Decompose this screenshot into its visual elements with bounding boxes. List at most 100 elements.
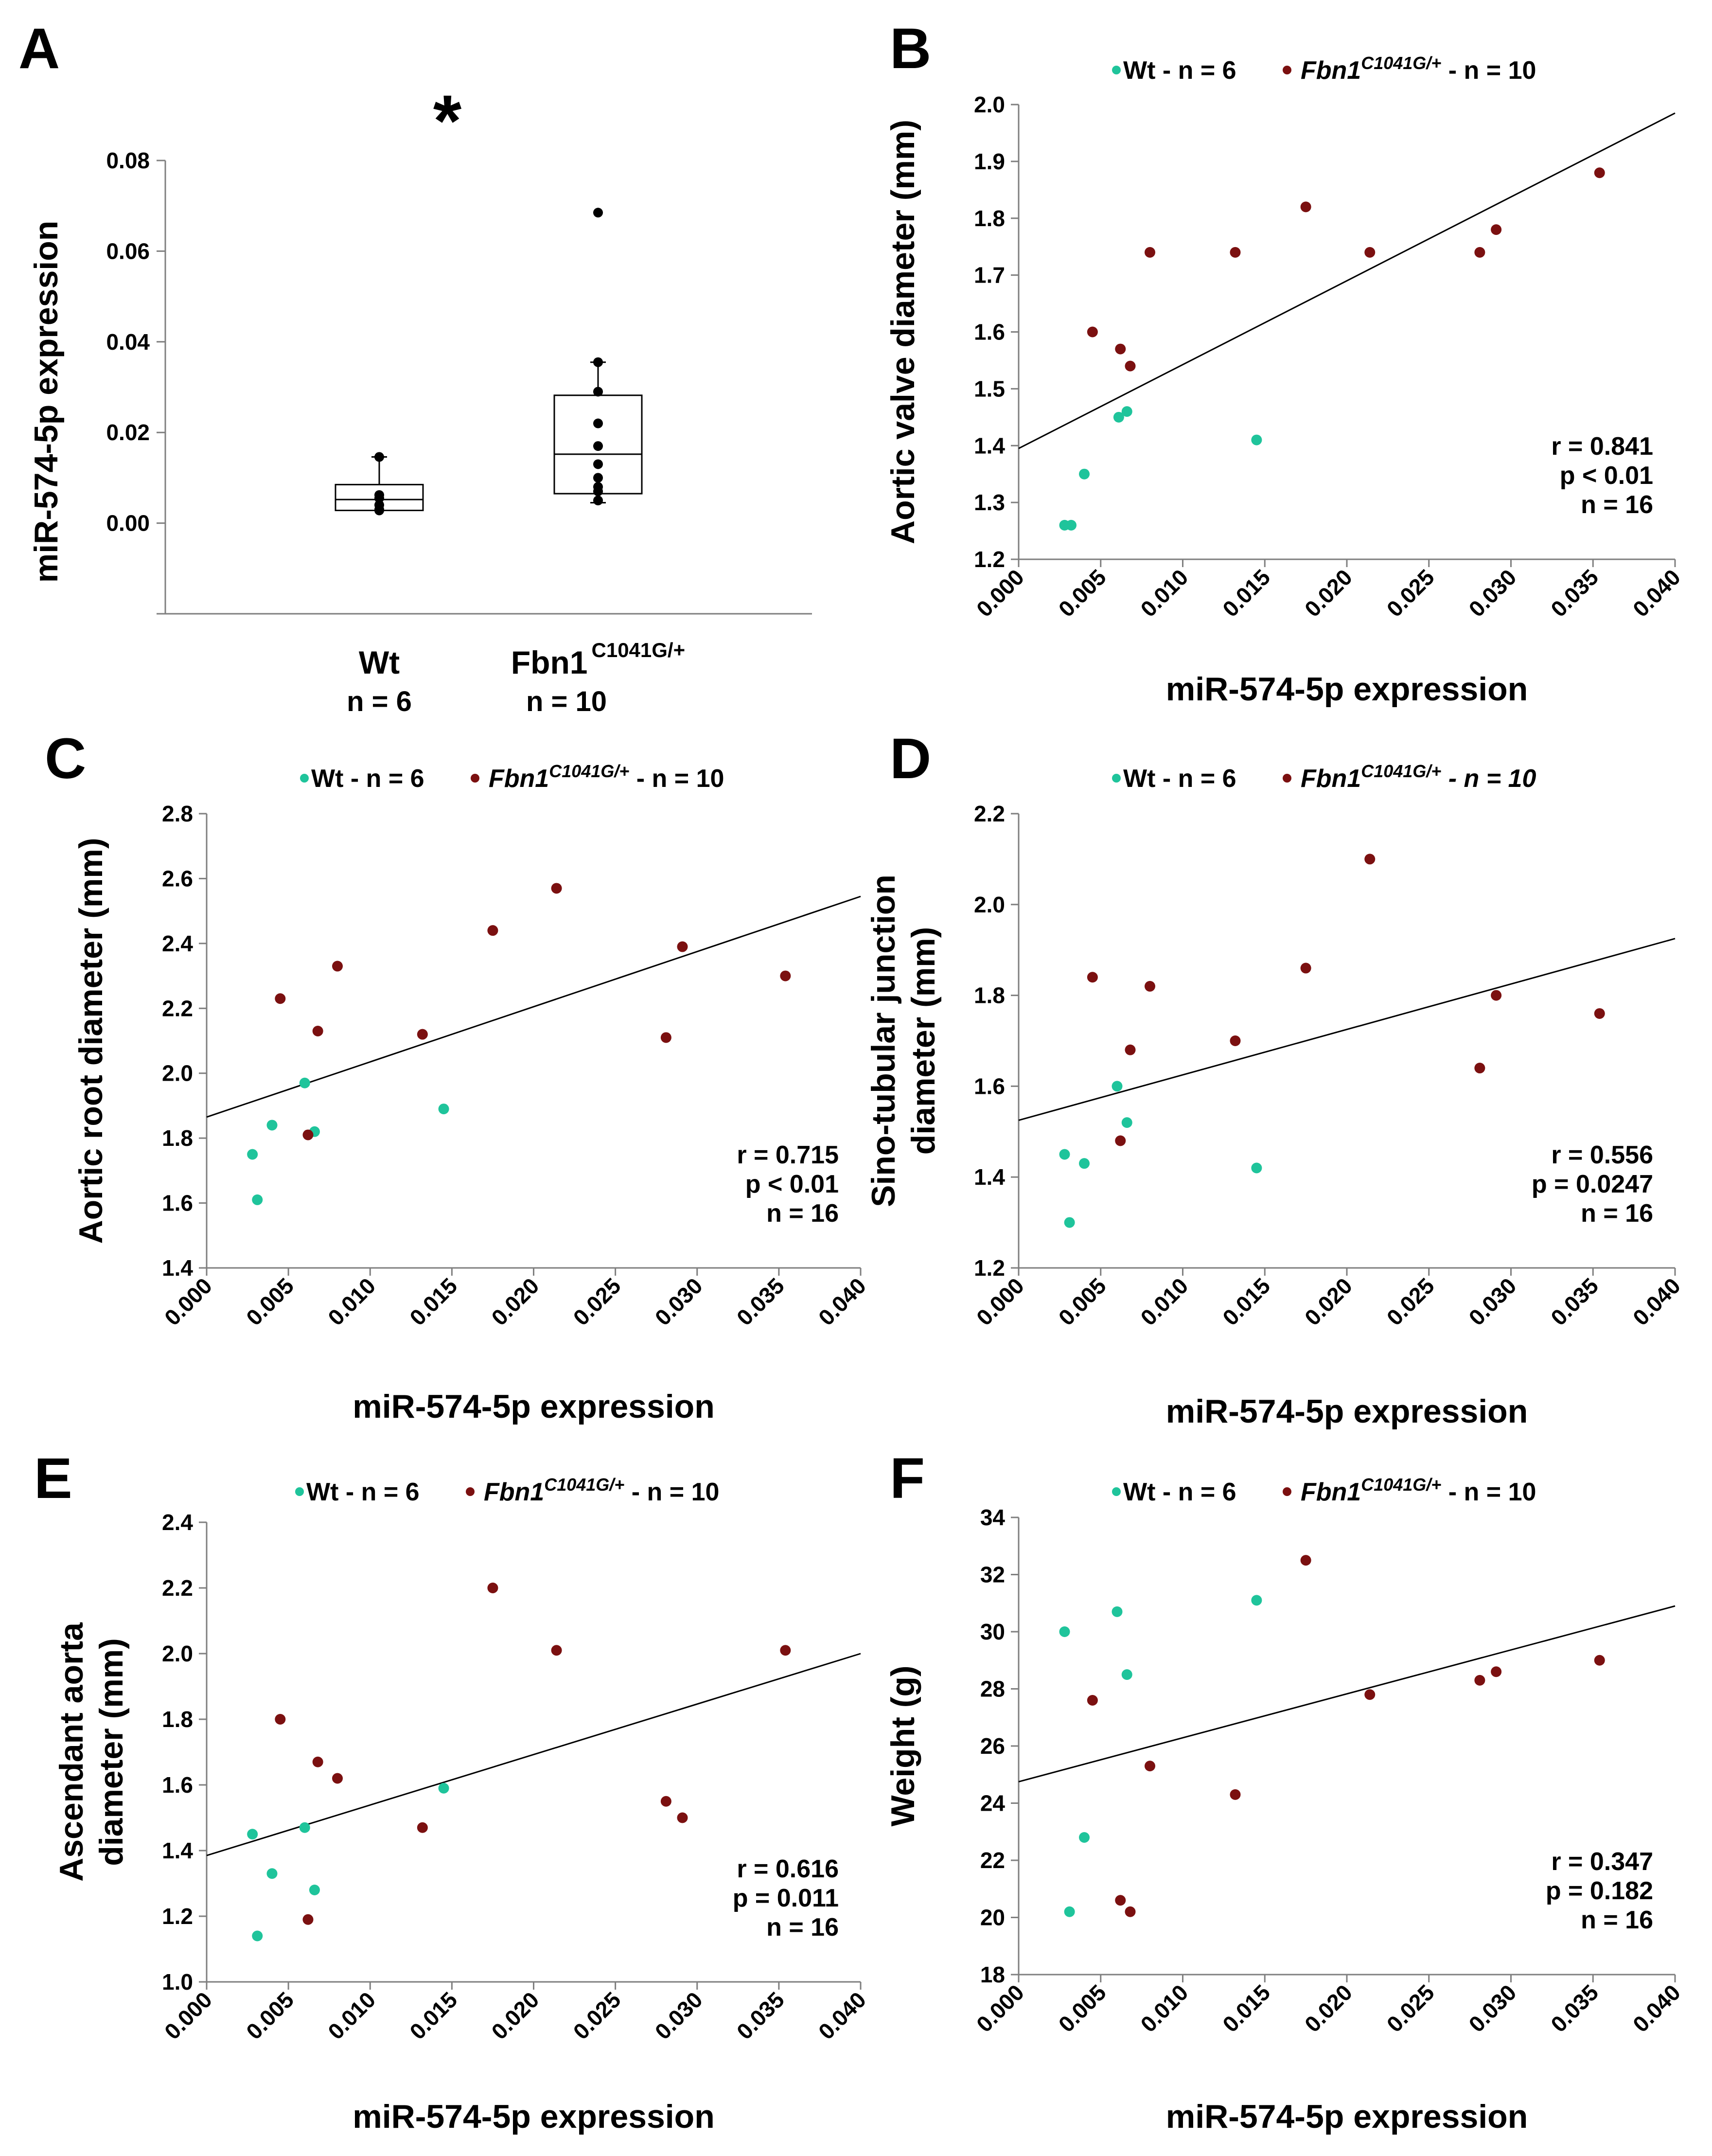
data-point [1145,1761,1155,1772]
stat-line: r = 0.841 [1551,432,1653,461]
y-axis-title: Aortic valve diameter (mm) [884,120,921,544]
x-tick-label: 0.010 [1135,564,1193,622]
legend-label-fbn1: Fbn1C1041G/+ - n = 10 [1301,761,1536,793]
x-axis-title: miR-574-5p expression [353,2098,715,2135]
legend-label-fbn1: Fbn1C1041G/+ - n = 10 [1301,53,1536,85]
data-point [1059,1626,1070,1637]
data-point [1300,201,1311,213]
y-axis-title: Aortic root diameter (mm) [72,838,109,1244]
data-point [1064,1217,1075,1228]
y-tick-label: 1.9 [974,149,1005,174]
legend-marker-fbn1 [466,1487,475,1496]
y-tick-label: 1.2 [162,1904,193,1929]
y-tick-label: 32 [980,1562,1005,1587]
x-tick-label: 0.015 [1218,1979,1275,2037]
x-tick-label: 0.005 [1054,1979,1111,2037]
x-tick-label: 0.035 [1546,1979,1603,2037]
series-fbn1 [1087,1555,1605,1917]
data-point [302,1129,314,1140]
panel-letter: C [45,727,86,791]
panel-b: B 1.2 1.3 1.4 1.5 1.6 1.7 1.8 1.9 2.0 0.000 0.005 0.… [884,17,1685,708]
data-point [1474,247,1485,258]
y-tick-label: 2.8 [162,801,193,826]
x-tick-label: 0.010 [1135,1979,1193,2037]
x-tick-label: 0.035 [1546,564,1603,622]
data-point [1474,1675,1485,1686]
data-point [487,925,498,936]
data-point [417,1822,428,1833]
data-point [275,993,286,1004]
legend-marker-fbn1 [1283,1487,1291,1496]
x-tick-label: 0.030 [650,1987,707,2044]
data-point [1125,1044,1136,1055]
y-tick-label: 0.08 [106,148,150,173]
legend-marker-fbn1 [471,774,479,783]
data-point [1594,167,1605,178]
data-point [593,208,603,218]
y-tick-label: 28 [980,1676,1005,1702]
panel-letter: A [18,17,60,81]
category-superscript: C1041G/+ [592,639,686,661]
x-tick-label: 0.010 [323,1987,380,2044]
legend-marker-wt [1112,1487,1121,1496]
data-point [1059,1149,1070,1160]
series-wt [247,1782,449,1942]
x-tick-label: 0.000 [971,1979,1029,2037]
y-tick-label: 2.2 [162,996,193,1021]
x-tick-label: 0.025 [1382,1979,1439,2037]
data-point [247,1829,258,1840]
regression-line [1018,1605,1676,1782]
x-tick-label: 0.010 [1135,1273,1193,1330]
x-tick-label: 0.000 [971,1273,1029,1330]
series-wt [1059,1595,1262,1917]
data-point [374,505,384,516]
data-point [299,1822,310,1833]
data-point [1364,247,1376,258]
data-point [593,387,603,397]
y-tick-label: 1.8 [162,1125,193,1151]
x-tick-label: 0.040 [1628,1273,1685,1330]
legend-label-wt: Wt - n = 6 [311,765,424,793]
panel-d: D 1.2 1.4 1.6 1.8 2.0 2.2 0.000 0.005 0.010 0.015 0… [865,727,1685,1430]
y-tick-label: 1.8 [162,1707,193,1732]
data-point [551,883,562,894]
data-point [1145,247,1155,258]
legend-label-wt: Wt - n = 6 [1123,56,1236,85]
x-tick-label: 0.010 [323,1273,380,1330]
x-tick-label: 0.035 [732,1273,789,1330]
legend-marker-wt [300,774,309,783]
y-tick-label: 0.06 [106,238,150,264]
data-point [1364,1689,1376,1700]
legend-marker-wt [1112,774,1121,783]
legend-fbn1-superscript: C1041G/+ [1361,1475,1441,1495]
data-point [593,357,603,367]
y-tick-label: 1.2 [974,1255,1005,1281]
data-point [487,1583,498,1593]
data-point [275,1714,286,1725]
x-tick-label: 0.015 [1218,1273,1275,1330]
x-tick-label: 0.040 [1628,564,1685,622]
y-axis-title-line: diameter (mm) [93,1638,130,1866]
stat-line: r = 0.347 [1551,1848,1653,1876]
data-point [1230,1035,1241,1046]
data-point [1125,1906,1136,1917]
y-tick-label: 34 [980,1505,1006,1530]
series-fbn1 [1087,167,1605,372]
legend-fbn1-superscript: C1041G/+ [1361,53,1441,73]
x-tick-label: 0.015 [405,1273,462,1330]
y-tick-label: 2.2 [974,801,1005,826]
y-axis-title: miR-574-5p expression [28,221,65,583]
legend-marker-wt [1112,66,1121,74]
data-point [1064,1906,1075,1917]
x-axis-title: miR-574-5p expression [1166,1393,1528,1430]
x-tick-label: 0.015 [1218,564,1275,622]
category-n: n = 10 [526,686,607,717]
legend: Wt - n = 6 Fbn1C1041G/+ - n = 10 [1112,761,1536,793]
stat-line: p = 0.0247 [1532,1170,1653,1198]
data-point [1251,1595,1262,1606]
data-point [1113,411,1124,423]
data-point [780,1645,791,1656]
panel-letter: D [890,727,931,791]
x-axis-title: miR-574-5p expression [1166,2098,1528,2135]
